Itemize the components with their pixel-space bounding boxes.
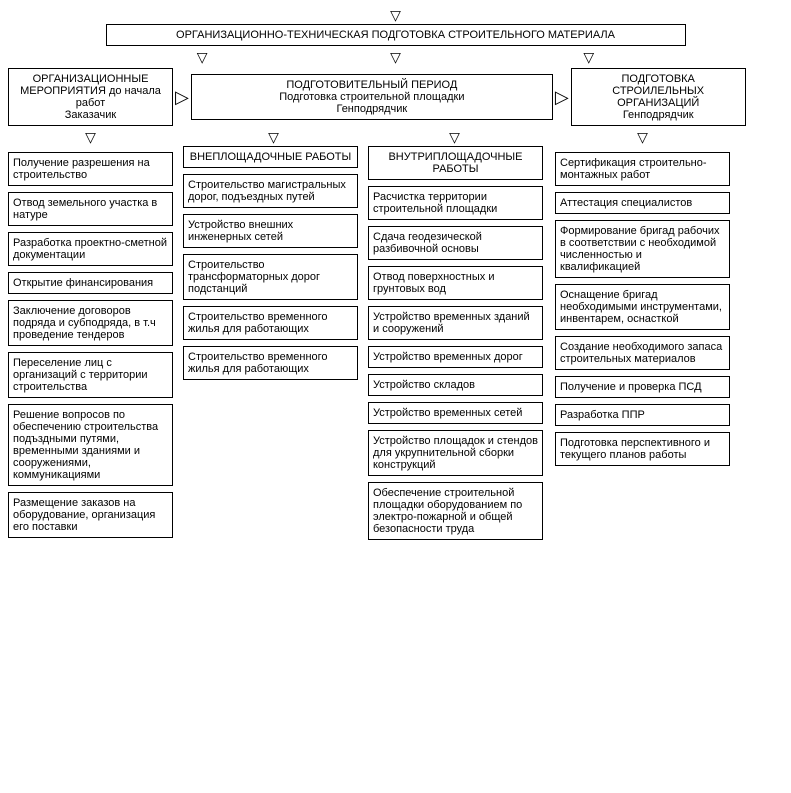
item-box: Разработка проектно-сметной документации — [8, 232, 173, 266]
column-middle-wrapper: ▽ ▽ ВНЕПЛОЩАДОЧНЫЕ РАБОТЫ Строительство … — [183, 130, 545, 540]
item-box: Отвод земельного участка в натуре — [8, 192, 173, 226]
item-box: Создание необходимого запаса строительны… — [555, 336, 730, 370]
arrow-down-icon: ▽ — [449, 130, 460, 144]
arrow-down-icon: ▽ — [390, 50, 401, 64]
item-box: Отвод поверхностных и грунтовых вод — [368, 266, 543, 300]
item-box: Строительство трансформаторных дорог под… — [183, 254, 358, 300]
subheader-mid-left: ВНЕПЛОЩАДОЧНЫЕ РАБОТЫ — [183, 146, 358, 168]
item-box: Заключение договоров подряда и субподряд… — [8, 300, 173, 346]
item-box: Размещение заказов на оборудование, орга… — [8, 492, 173, 538]
item-box: Обеспечение строительной площадки оборуд… — [368, 482, 543, 540]
item-box: Расчистка территории строительной площад… — [368, 186, 543, 220]
column-right: ▽ Сертификация строительно-монтажных раб… — [555, 130, 730, 466]
item-box: Открытие финансирования — [8, 272, 173, 294]
arrow-row-title-down: ▽ ▽ ▽ — [106, 50, 686, 66]
item-box: Сертификация строительно-монтажных работ — [555, 152, 730, 186]
header-middle: ПОДГОТОВИТЕЛЬНЫЙ ПЕРИОД Подготовка строи… — [191, 74, 553, 120]
columns-container: ▽ Получение разрешения на строительство … — [8, 130, 783, 540]
item-box: Сдача геодезической разбивочной основы — [368, 226, 543, 260]
item-box: Устройство внешних инженерных сетей — [183, 214, 358, 248]
item-box: Получение разрешения на строительство — [8, 152, 173, 186]
item-box: Устройство временных зданий и сооружений — [368, 306, 543, 340]
header-left: ОРГАНИЗАЦИОННЫЕ МЕРОПРИЯТИЯ до начала ра… — [8, 68, 173, 126]
item-box: Оснащение бригад необходимыми инструмент… — [555, 284, 730, 330]
arrow-down-icon: ▽ — [583, 50, 594, 64]
item-box: Устройство складов — [368, 374, 543, 396]
item-box: Строительство магистральных дорог, подъе… — [183, 174, 358, 208]
arrow-right-icon: ▷ — [555, 88, 569, 106]
column-mid-right: ВНУТРИПЛОЩАДОЧНЫЕ РАБОТЫ Расчистка терри… — [368, 146, 543, 540]
column-left: ▽ Получение разрешения на строительство … — [8, 130, 173, 538]
item-box: Получение и проверка ПСД — [555, 376, 730, 398]
main-title: ОРГАНИЗАЦИОННО-ТЕХНИЧЕСКАЯ ПОДГОТОВКА СТ… — [106, 24, 686, 46]
arrow-down-icon: ▽ — [197, 50, 208, 64]
item-box: Решение вопросов по обеспечению строител… — [8, 404, 173, 486]
column-mid-left: ВНЕПЛОЩАДОЧНЫЕ РАБОТЫ Строительство маги… — [183, 146, 358, 540]
item-box: Переселение лиц с организаций с территор… — [8, 352, 173, 398]
subheader-mid-right: ВНУТРИПЛОЩАДОЧНЫЕ РАБОТЫ — [368, 146, 543, 180]
item-box: Подготовка перспективного и текущего пла… — [555, 432, 730, 466]
arrow-row-mid: ▽ ▽ — [183, 130, 545, 146]
arrow-down-to-title: ▽ — [8, 8, 783, 22]
item-box: Разработка ППР — [555, 404, 730, 426]
item-box: Строительство временного жилья для работ… — [183, 346, 358, 380]
item-box: Устройство площадок и стендов для укрупн… — [368, 430, 543, 476]
arrow-down-icon: ▽ — [8, 130, 173, 144]
item-box: Аттестация специалистов — [555, 192, 730, 214]
header-row: ОРГАНИЗАЦИОННЫЕ МЕРОПРИЯТИЯ до начала ра… — [8, 68, 783, 126]
item-box: Строительство временного жилья для работ… — [183, 306, 358, 340]
arrow-down-icon: ▽ — [268, 130, 279, 144]
arrow-right-icon: ▷ — [175, 88, 189, 106]
item-box: Устройство временных дорог — [368, 346, 543, 368]
middle-pair: ВНЕПЛОЩАДОЧНЫЕ РАБОТЫ Строительство маги… — [183, 146, 545, 540]
item-box: Устройство временных сетей — [368, 402, 543, 424]
arrow-down-icon: ▽ — [555, 130, 730, 144]
item-box: Формирование бригад рабочих в соответств… — [555, 220, 730, 278]
header-right: ПОДГОТОВКА СТРОИЛЕЛЬНЫХ ОРГАНИЗАЦИЙ Генп… — [571, 68, 746, 126]
